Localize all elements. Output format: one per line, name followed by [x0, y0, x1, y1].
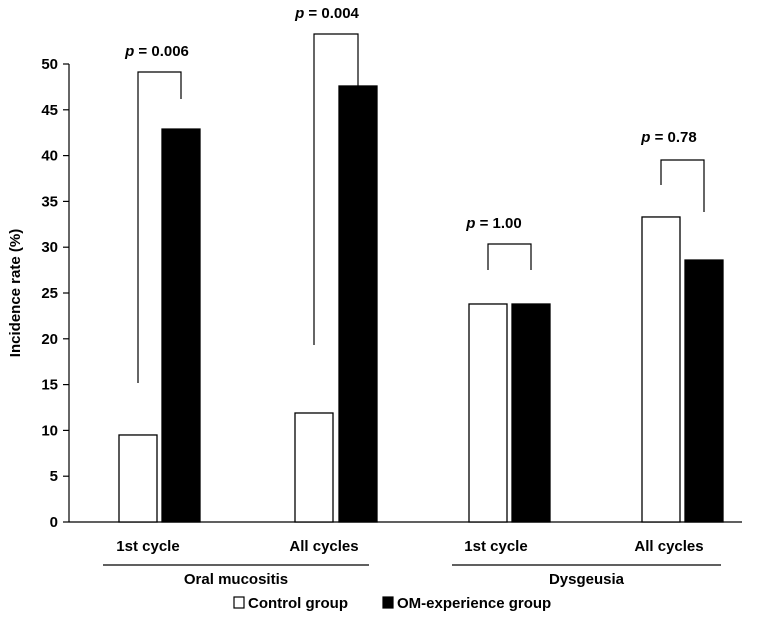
p-value-text: = 0.006: [134, 43, 189, 60]
y-tick-label: 50: [41, 56, 58, 73]
y-tick-label: 0: [50, 514, 58, 531]
y-tick-label: 45: [41, 102, 58, 119]
y-tick-label: 10: [41, 422, 58, 439]
y-tick-label: 15: [41, 377, 58, 394]
bar-om-experience: [511, 303, 551, 523]
bar-control: [641, 216, 681, 523]
p-value-text: = 1.00: [475, 215, 521, 232]
significance-bracket: [487, 243, 532, 270]
labels: 1st cycle All cycles 1st cycle All cyclesOr…: [103, 538, 721, 588]
p-value-text: = 0.78: [650, 129, 696, 146]
p-value-label: p = 0.006: [124, 43, 189, 60]
p-symbol: p: [465, 215, 475, 232]
p-value-label: p = 0.004: [294, 5, 359, 22]
bar-om-experience: [684, 259, 724, 523]
axes: 0 5 10 15 20 25 30 35 40 45 50 Incidence rate (%): [7, 56, 742, 531]
significance-bracket: [137, 71, 182, 383]
x-category-label: All cycles: [634, 538, 703, 555]
legend-swatch: [233, 596, 245, 609]
bar-om-experience: [161, 128, 201, 523]
p-symbol: p: [294, 5, 304, 22]
bars: [118, 85, 724, 523]
y-tick-label: 30: [41, 239, 58, 256]
y-tick-label: 25: [41, 285, 58, 302]
group-label: Dysgeusia: [549, 571, 625, 588]
bar-control: [118, 434, 158, 523]
bar-om-experience: [338, 85, 378, 523]
significance-bracket: [313, 33, 359, 345]
group-label: Oral mucositis: [184, 571, 288, 588]
p-value-label: p = 0.78: [640, 129, 696, 146]
y-axis-title: Incidence rate (%): [7, 229, 24, 357]
p-symbol: p: [640, 129, 650, 146]
y-tick-label: 35: [41, 193, 58, 210]
bar-control: [468, 303, 508, 523]
legend-label: Control group: [248, 595, 348, 612]
y-tick-label: 20: [41, 331, 58, 348]
p-value-label: p = 1.00: [465, 215, 521, 232]
y-tick-label: 40: [41, 148, 58, 165]
p-symbol: p: [124, 43, 134, 60]
x-category-label: 1st cycle: [116, 538, 179, 555]
x-category-label: 1st cycle: [464, 538, 527, 555]
y-tick-label: 5: [50, 468, 58, 485]
legend-swatch: [382, 596, 394, 609]
legend: Control group OM-experience group: [233, 595, 551, 612]
p-value-text: = 0.004: [304, 5, 359, 22]
bar-control: [294, 412, 334, 523]
legend-label: OM-experience group: [397, 595, 551, 612]
x-category-label: All cycles: [289, 538, 358, 555]
significance-bracket: [660, 159, 705, 212]
